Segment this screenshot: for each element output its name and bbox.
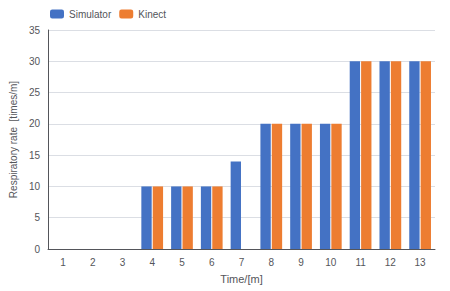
svg-text:1: 1 [60, 257, 66, 268]
svg-text:8: 8 [268, 257, 274, 268]
svg-text:12: 12 [385, 257, 397, 268]
svg-text:25: 25 [29, 87, 41, 98]
svg-text:4: 4 [149, 257, 155, 268]
svg-text:30: 30 [29, 56, 41, 67]
svg-text:6: 6 [209, 257, 215, 268]
svg-text:Time/[m]: Time/[m] [220, 273, 262, 285]
svg-text:20: 20 [29, 118, 41, 129]
svg-text:13: 13 [415, 257, 427, 268]
svg-text:35: 35 [29, 25, 41, 36]
svg-text:11: 11 [355, 257, 366, 268]
svg-text:5: 5 [34, 212, 40, 223]
svg-text:0: 0 [34, 244, 40, 255]
svg-text:9: 9 [298, 257, 304, 268]
svg-text:Simulator: Simulator [69, 9, 112, 20]
svg-text:5: 5 [179, 257, 185, 268]
svg-text:10: 10 [325, 257, 337, 268]
svg-text:2: 2 [90, 257, 96, 268]
svg-text:Respiratory rate [times/m]: Respiratory rate [times/m] [8, 81, 19, 198]
svg-text:3: 3 [120, 257, 126, 268]
svg-text:10: 10 [29, 181, 41, 192]
svg-text:Kinect: Kinect [138, 9, 166, 20]
svg-text:7: 7 [239, 257, 245, 268]
svg-text:15: 15 [29, 150, 41, 161]
